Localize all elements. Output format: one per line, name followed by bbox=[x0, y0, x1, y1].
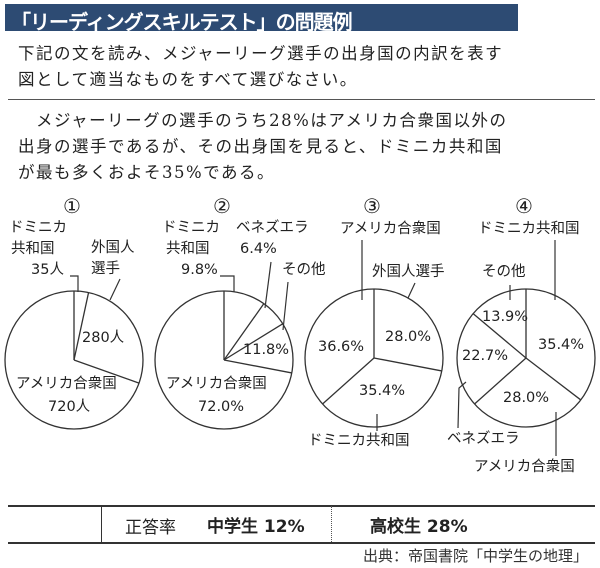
pie-slice-boundary bbox=[223, 303, 265, 361]
slice-value: 720人 bbox=[48, 399, 91, 415]
pie-slice-boundary bbox=[223, 359, 292, 374]
slice-value: 6.4% bbox=[240, 241, 277, 257]
pie-chart-4 bbox=[456, 288, 596, 428]
chart-number: ① bbox=[63, 194, 81, 218]
slice-value: 35人 bbox=[31, 262, 64, 278]
slice-value: 9.8% bbox=[181, 262, 218, 278]
table-top-border bbox=[8, 505, 595, 507]
leader-line bbox=[70, 275, 79, 292]
leader-line bbox=[282, 281, 289, 331]
passage-line: メジャーリーグの選手のうち28%はアメリカ合衆国以外の bbox=[18, 111, 508, 130]
pie-chart-3 bbox=[304, 288, 444, 428]
pie-slice-boundary bbox=[373, 357, 442, 372]
slice-value: 13.9% bbox=[482, 309, 529, 325]
slice-label: ドミニカ共和国 bbox=[308, 433, 410, 449]
slice-label: その他 bbox=[482, 264, 526, 280]
slice-label: ベネズエラ bbox=[236, 220, 309, 236]
passage-line: が最も多くおよそ35%である。 bbox=[18, 163, 276, 182]
slice-label: その他 bbox=[282, 262, 326, 278]
passage-line: 出身の選手であるが、その出身国を見ると、ドミニカ共和国 bbox=[18, 137, 503, 156]
pie-slice-boundary bbox=[223, 323, 284, 361]
slice-label: 選手 bbox=[91, 261, 120, 277]
leader-line bbox=[220, 275, 235, 292]
slice-value: 28.0% bbox=[385, 329, 432, 345]
slice-label: ドミニカ共和国 bbox=[478, 221, 580, 237]
leader-line bbox=[264, 261, 272, 309]
instruction-line: 下記の文を読み、メジャーリーグ選手の出身国の内訳を表す bbox=[18, 44, 504, 63]
results-label: 正答率 bbox=[125, 518, 176, 538]
pie-slice-boundary bbox=[322, 357, 375, 405]
leader-lines bbox=[70, 240, 557, 456]
leader-line bbox=[407, 282, 416, 299]
slice-label: アメリカ合衆国 bbox=[340, 221, 441, 237]
pie-slice-boundary bbox=[474, 357, 527, 405]
slice-label: 外国人 bbox=[91, 240, 135, 256]
title-banner: 「リーディングスキルテスト」の問題例 bbox=[5, 4, 518, 34]
pie-chart-2 bbox=[154, 290, 294, 430]
slice-label: ドミニカ bbox=[9, 220, 67, 236]
slice-label: アメリカ合衆国 bbox=[16, 376, 117, 392]
slice-value: 35.4% bbox=[538, 337, 585, 353]
slice-label: 共和国 bbox=[166, 241, 210, 257]
slice-value: 280人 bbox=[82, 330, 125, 346]
high-school-rate: 高校生 28% bbox=[370, 517, 468, 537]
chart-number: ② bbox=[213, 194, 231, 218]
leader-line bbox=[457, 381, 467, 429]
divider bbox=[8, 99, 595, 100]
chart-number: ④ bbox=[515, 194, 533, 218]
slice-value: 35.4% bbox=[359, 383, 406, 399]
slice-label: ベネズエラ bbox=[447, 431, 520, 447]
slice-value: 11.8% bbox=[243, 342, 290, 358]
table-dotted-divider bbox=[331, 506, 332, 542]
slice-label: アメリカ合衆国 bbox=[474, 459, 575, 475]
junior-high-rate: 中学生 12% bbox=[207, 517, 305, 537]
slice-label: 共和国 bbox=[11, 241, 55, 257]
slice-label: ドミニカ bbox=[162, 220, 220, 236]
pie-slice-boundary bbox=[472, 313, 527, 359]
pie-slice-boundary bbox=[525, 357, 582, 401]
slice-value: 28.0% bbox=[503, 390, 550, 406]
source-citation: 出典：帝国書院「中学生の地理」 bbox=[362, 547, 588, 565]
table-divider bbox=[101, 505, 102, 543]
slice-label: アメリカ合衆国 bbox=[166, 376, 267, 392]
instruction-line: 図として適当なものをすべて選びなさい。 bbox=[18, 70, 358, 89]
leader-line bbox=[109, 278, 121, 301]
slice-value: 22.7% bbox=[462, 348, 509, 364]
chart-number: ③ bbox=[363, 194, 381, 218]
slice-value: 72.0% bbox=[198, 399, 245, 415]
page-title: 「リーディングスキルテスト」の問題例 bbox=[11, 10, 353, 34]
slice-label: 外国人選手 bbox=[372, 264, 445, 280]
pie-slice-boundary bbox=[73, 359, 140, 384]
table-bottom-border bbox=[8, 542, 595, 544]
pie-chart-1 bbox=[4, 290, 144, 430]
pie-slice-boundary bbox=[73, 292, 90, 361]
slice-value: 36.6% bbox=[318, 339, 365, 355]
